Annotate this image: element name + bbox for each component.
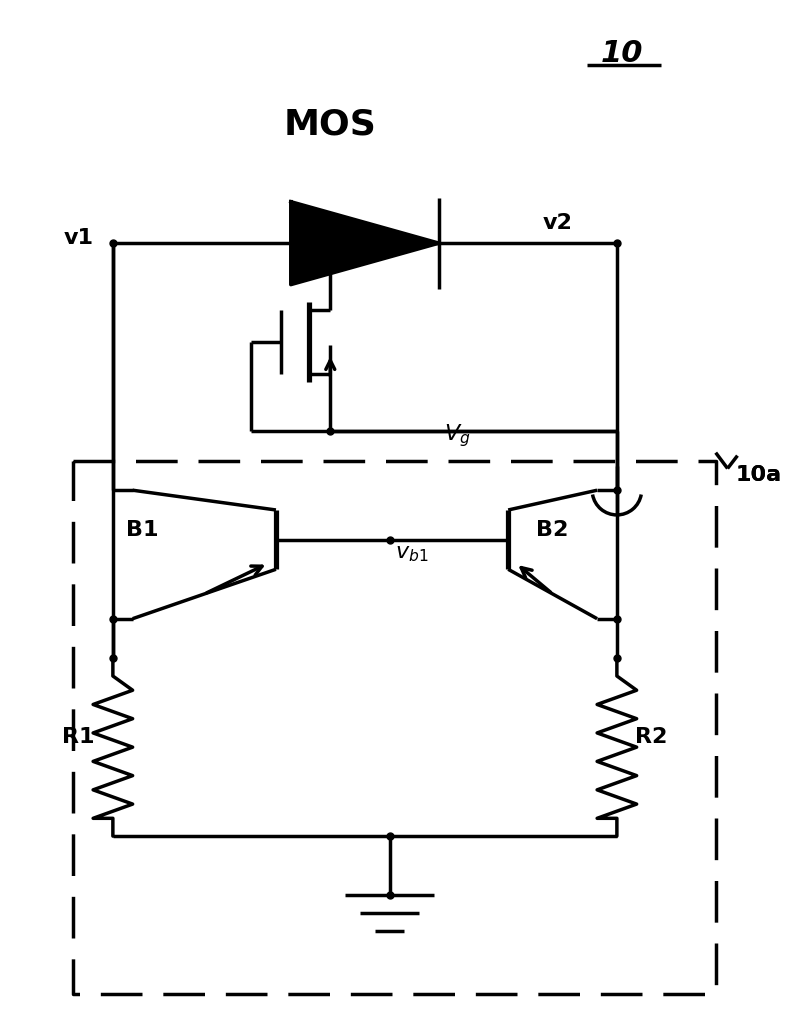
Text: 10: 10	[600, 39, 643, 68]
Text: v2: v2	[543, 214, 572, 233]
Text: R2: R2	[635, 727, 668, 747]
Text: B2: B2	[537, 520, 569, 540]
Text: 10a: 10a	[736, 466, 782, 485]
Text: v1: v1	[64, 228, 93, 248]
Text: MOS: MOS	[284, 108, 377, 141]
Polygon shape	[291, 201, 439, 285]
Text: 10a: 10a	[736, 466, 782, 485]
Text: $V_g$: $V_g$	[444, 422, 470, 450]
Text: R1: R1	[62, 727, 95, 747]
Text: B1: B1	[127, 520, 158, 540]
Text: $v_{b1}$: $v_{b1}$	[395, 544, 428, 564]
